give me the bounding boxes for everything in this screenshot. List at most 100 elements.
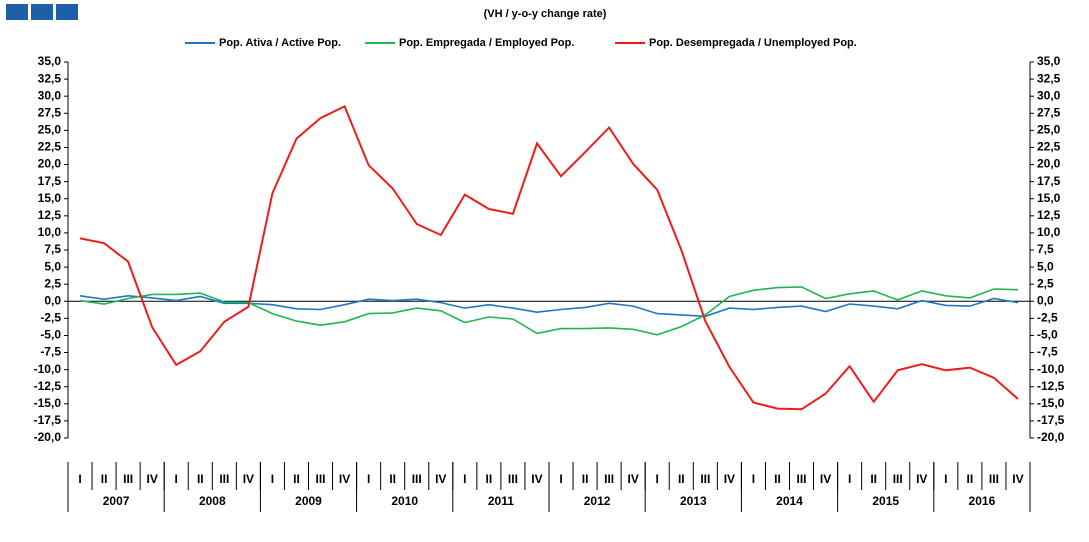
y-tick-label: -7,5 xyxy=(40,345,61,359)
x-tick-label: II xyxy=(486,472,493,486)
x-tick-label: I xyxy=(175,472,178,486)
y-tick-label: 15,0 xyxy=(38,191,62,205)
logo-block xyxy=(56,4,78,20)
x-tick-label: IV xyxy=(243,472,254,486)
y-tick-label: 15,0 xyxy=(1037,191,1061,205)
x-tick-label: IV xyxy=(147,472,158,486)
x-tick-label: III xyxy=(893,472,903,486)
x-tick-label: II xyxy=(967,472,974,486)
y-tick-label: 25,0 xyxy=(1037,123,1061,137)
logo-block xyxy=(6,4,28,20)
x-tick-label: IV xyxy=(531,472,542,486)
x-tick-label: III xyxy=(316,472,326,486)
y-tick-label: -17,5 xyxy=(34,413,62,427)
y-tick-label: 20,0 xyxy=(1037,157,1061,171)
x-tick-label: I xyxy=(78,472,81,486)
year-label: 2013 xyxy=(680,494,707,508)
x-tick-label: IV xyxy=(435,472,446,486)
y-tick-label: -2,5 xyxy=(1037,311,1058,325)
year-label: 2016 xyxy=(969,494,996,508)
x-tick-label: II xyxy=(678,472,685,486)
x-tick-label: II xyxy=(293,472,300,486)
x-tick-label: I xyxy=(367,472,370,486)
x-tick-label: I xyxy=(944,472,947,486)
x-tick-label: I xyxy=(848,472,851,486)
y-tick-label: 0,0 xyxy=(44,293,61,307)
x-tick-label: III xyxy=(508,472,518,486)
x-tick-label: III xyxy=(700,472,710,486)
y-tick-label: -17,5 xyxy=(1037,413,1065,427)
y-tick-label: -12,5 xyxy=(34,379,62,393)
x-tick-label: III xyxy=(412,472,422,486)
x-tick-label: II xyxy=(389,472,396,486)
x-tick-label: IV xyxy=(628,472,639,486)
y-tick-label: 10,0 xyxy=(1037,225,1061,239)
x-tick-label: I xyxy=(463,472,466,486)
y-tick-label: 7,5 xyxy=(1037,242,1054,256)
x-tick-label: I xyxy=(656,472,659,486)
y-tick-label: 5,0 xyxy=(44,259,61,273)
x-tick-label: III xyxy=(219,472,229,486)
y-tick-label: 25,0 xyxy=(38,123,62,137)
y-tick-label: 2,5 xyxy=(1037,276,1054,290)
y-tick-label: -7,5 xyxy=(1037,345,1058,359)
year-label: 2010 xyxy=(391,494,418,508)
year-label: 2012 xyxy=(584,494,611,508)
series-line xyxy=(79,286,1019,336)
y-tick-label: 27,5 xyxy=(1037,105,1061,119)
year-label: 2015 xyxy=(872,494,899,508)
x-tick-label: I xyxy=(559,472,562,486)
y-tick-label: 20,0 xyxy=(38,157,62,171)
y-tick-label: -12,5 xyxy=(1037,379,1065,393)
x-tick-label: II xyxy=(197,472,204,486)
y-tick-label: 22,5 xyxy=(38,140,62,154)
x-tick-label: IV xyxy=(916,472,927,486)
logo-block xyxy=(31,4,53,20)
x-tick-label: III xyxy=(123,472,133,486)
y-tick-label: 22,5 xyxy=(1037,140,1061,154)
x-tick-label: IV xyxy=(339,472,350,486)
y-tick-label: 5,0 xyxy=(1037,259,1054,273)
y-tick-label: -10,0 xyxy=(1037,362,1065,376)
y-tick-label: -15,0 xyxy=(34,396,62,410)
legend-label: Pop. Empregada / Employed Pop. xyxy=(399,37,574,49)
y-tick-label: -2,5 xyxy=(40,311,61,325)
x-tick-label: I xyxy=(752,472,755,486)
y-tick-label: 0,0 xyxy=(1037,293,1054,307)
y-tick-label: 17,5 xyxy=(1037,174,1061,188)
x-tick-label: II xyxy=(101,472,108,486)
y-tick-label: 17,5 xyxy=(38,174,62,188)
y-tick-label: -20,0 xyxy=(1037,430,1065,444)
y-tick-label: -5,0 xyxy=(40,328,61,342)
y-tick-label: 2,5 xyxy=(44,276,61,290)
y-tick-label: 30,0 xyxy=(38,88,62,102)
y-tick-label: -5,0 xyxy=(1037,328,1058,342)
year-label: 2011 xyxy=(488,494,514,508)
year-label: 2008 xyxy=(199,494,226,508)
x-tick-label: II xyxy=(870,472,877,486)
y-tick-label: 32,5 xyxy=(1037,71,1061,85)
legend-label: Pop. Desempregada / Unemployed Pop. xyxy=(649,37,857,49)
x-tick-label: IV xyxy=(820,472,831,486)
y-tick-label: 30,0 xyxy=(1037,88,1061,102)
x-tick-label: II xyxy=(774,472,781,486)
x-tick-label: III xyxy=(604,472,614,486)
year-label: 2014 xyxy=(776,494,803,508)
y-tick-label: 12,5 xyxy=(1037,208,1061,222)
year-label: 2009 xyxy=(295,494,322,508)
x-tick-label: I xyxy=(271,472,274,486)
y-tick-label: 12,5 xyxy=(38,208,62,222)
x-tick-label: III xyxy=(989,472,999,486)
y-tick-label: -10,0 xyxy=(34,362,62,376)
x-tick-label: IV xyxy=(1012,472,1023,486)
series-line xyxy=(79,294,1019,318)
chart-subtitle: (VH / y-o-y change rate) xyxy=(484,8,607,20)
y-tick-label: -20,0 xyxy=(34,430,62,444)
y-tick-label: -15,0 xyxy=(1037,396,1065,410)
series-line xyxy=(79,105,1019,411)
legend-label: Pop. Ativa / Active Pop. xyxy=(219,37,341,49)
y-tick-label: 27,5 xyxy=(38,105,62,119)
x-tick-label: II xyxy=(582,472,589,486)
y-tick-label: 32,5 xyxy=(38,71,62,85)
